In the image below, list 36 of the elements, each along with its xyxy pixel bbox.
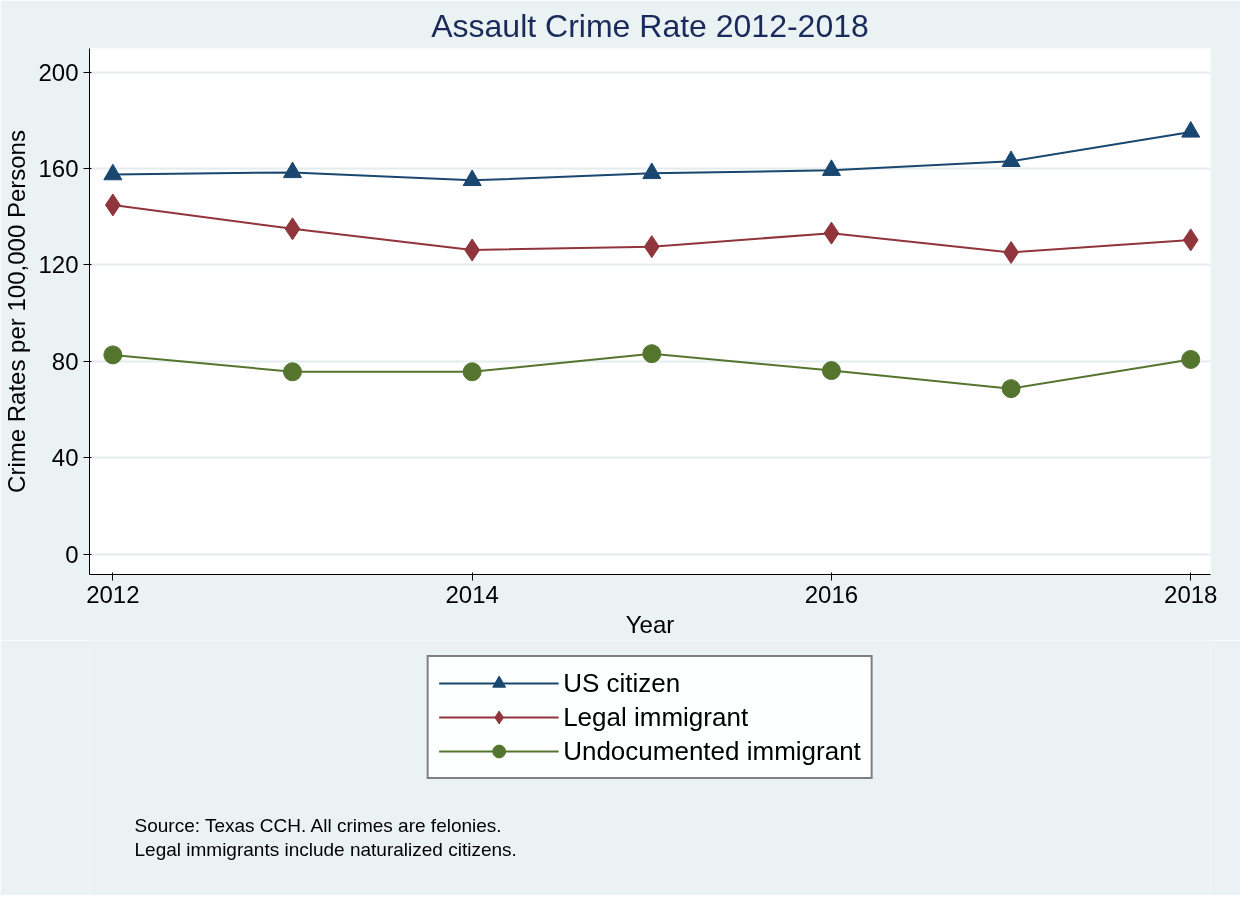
- point: [103, 163, 123, 181]
- x-axis-title: Year: [625, 610, 675, 638]
- point: [642, 162, 662, 180]
- y-tick-label: 120: [38, 251, 79, 279]
- y-tick-label: 0: [65, 540, 79, 568]
- point: [1181, 121, 1201, 138]
- point: [462, 362, 482, 382]
- point: [283, 362, 302, 382]
- point: [462, 169, 482, 187]
- legend-label: Legal immigrant: [563, 701, 749, 733]
- point: [821, 159, 841, 176]
- legend-label: Undocumented immigrant: [563, 735, 861, 767]
- point: [1001, 379, 1021, 399]
- legend-label: US citizen: [563, 667, 681, 699]
- y-tick-label: 200: [38, 58, 79, 86]
- x-tick-label: 2012: [86, 580, 140, 608]
- source-note: Source: Texas CCH. All crimes are felonies.: [134, 814, 502, 836]
- x-tick-label: 2014: [445, 580, 499, 608]
- point: [283, 161, 302, 179]
- point: [821, 361, 841, 381]
- point: [103, 345, 123, 365]
- y-tick-label: 80: [51, 347, 79, 375]
- point: [823, 221, 840, 245]
- point: [1181, 349, 1201, 369]
- point: [1182, 228, 1199, 252]
- y-axis-title: Crime Rates per 100,000 Persons: [3, 130, 31, 493]
- y-tick-label: 40: [51, 444, 79, 472]
- point: [643, 235, 660, 259]
- point: [1001, 150, 1021, 168]
- point: [284, 217, 301, 241]
- x-tick-label: 2018: [1164, 580, 1218, 608]
- point: [642, 344, 662, 364]
- chart-title: Assault Crime Rate 2012-2018: [431, 7, 869, 44]
- y-tick-label: 160: [38, 155, 79, 183]
- text: Legal immigrants include naturalized citizens.: [134, 838, 517, 860]
- x-tick-label: 2016: [804, 580, 859, 608]
